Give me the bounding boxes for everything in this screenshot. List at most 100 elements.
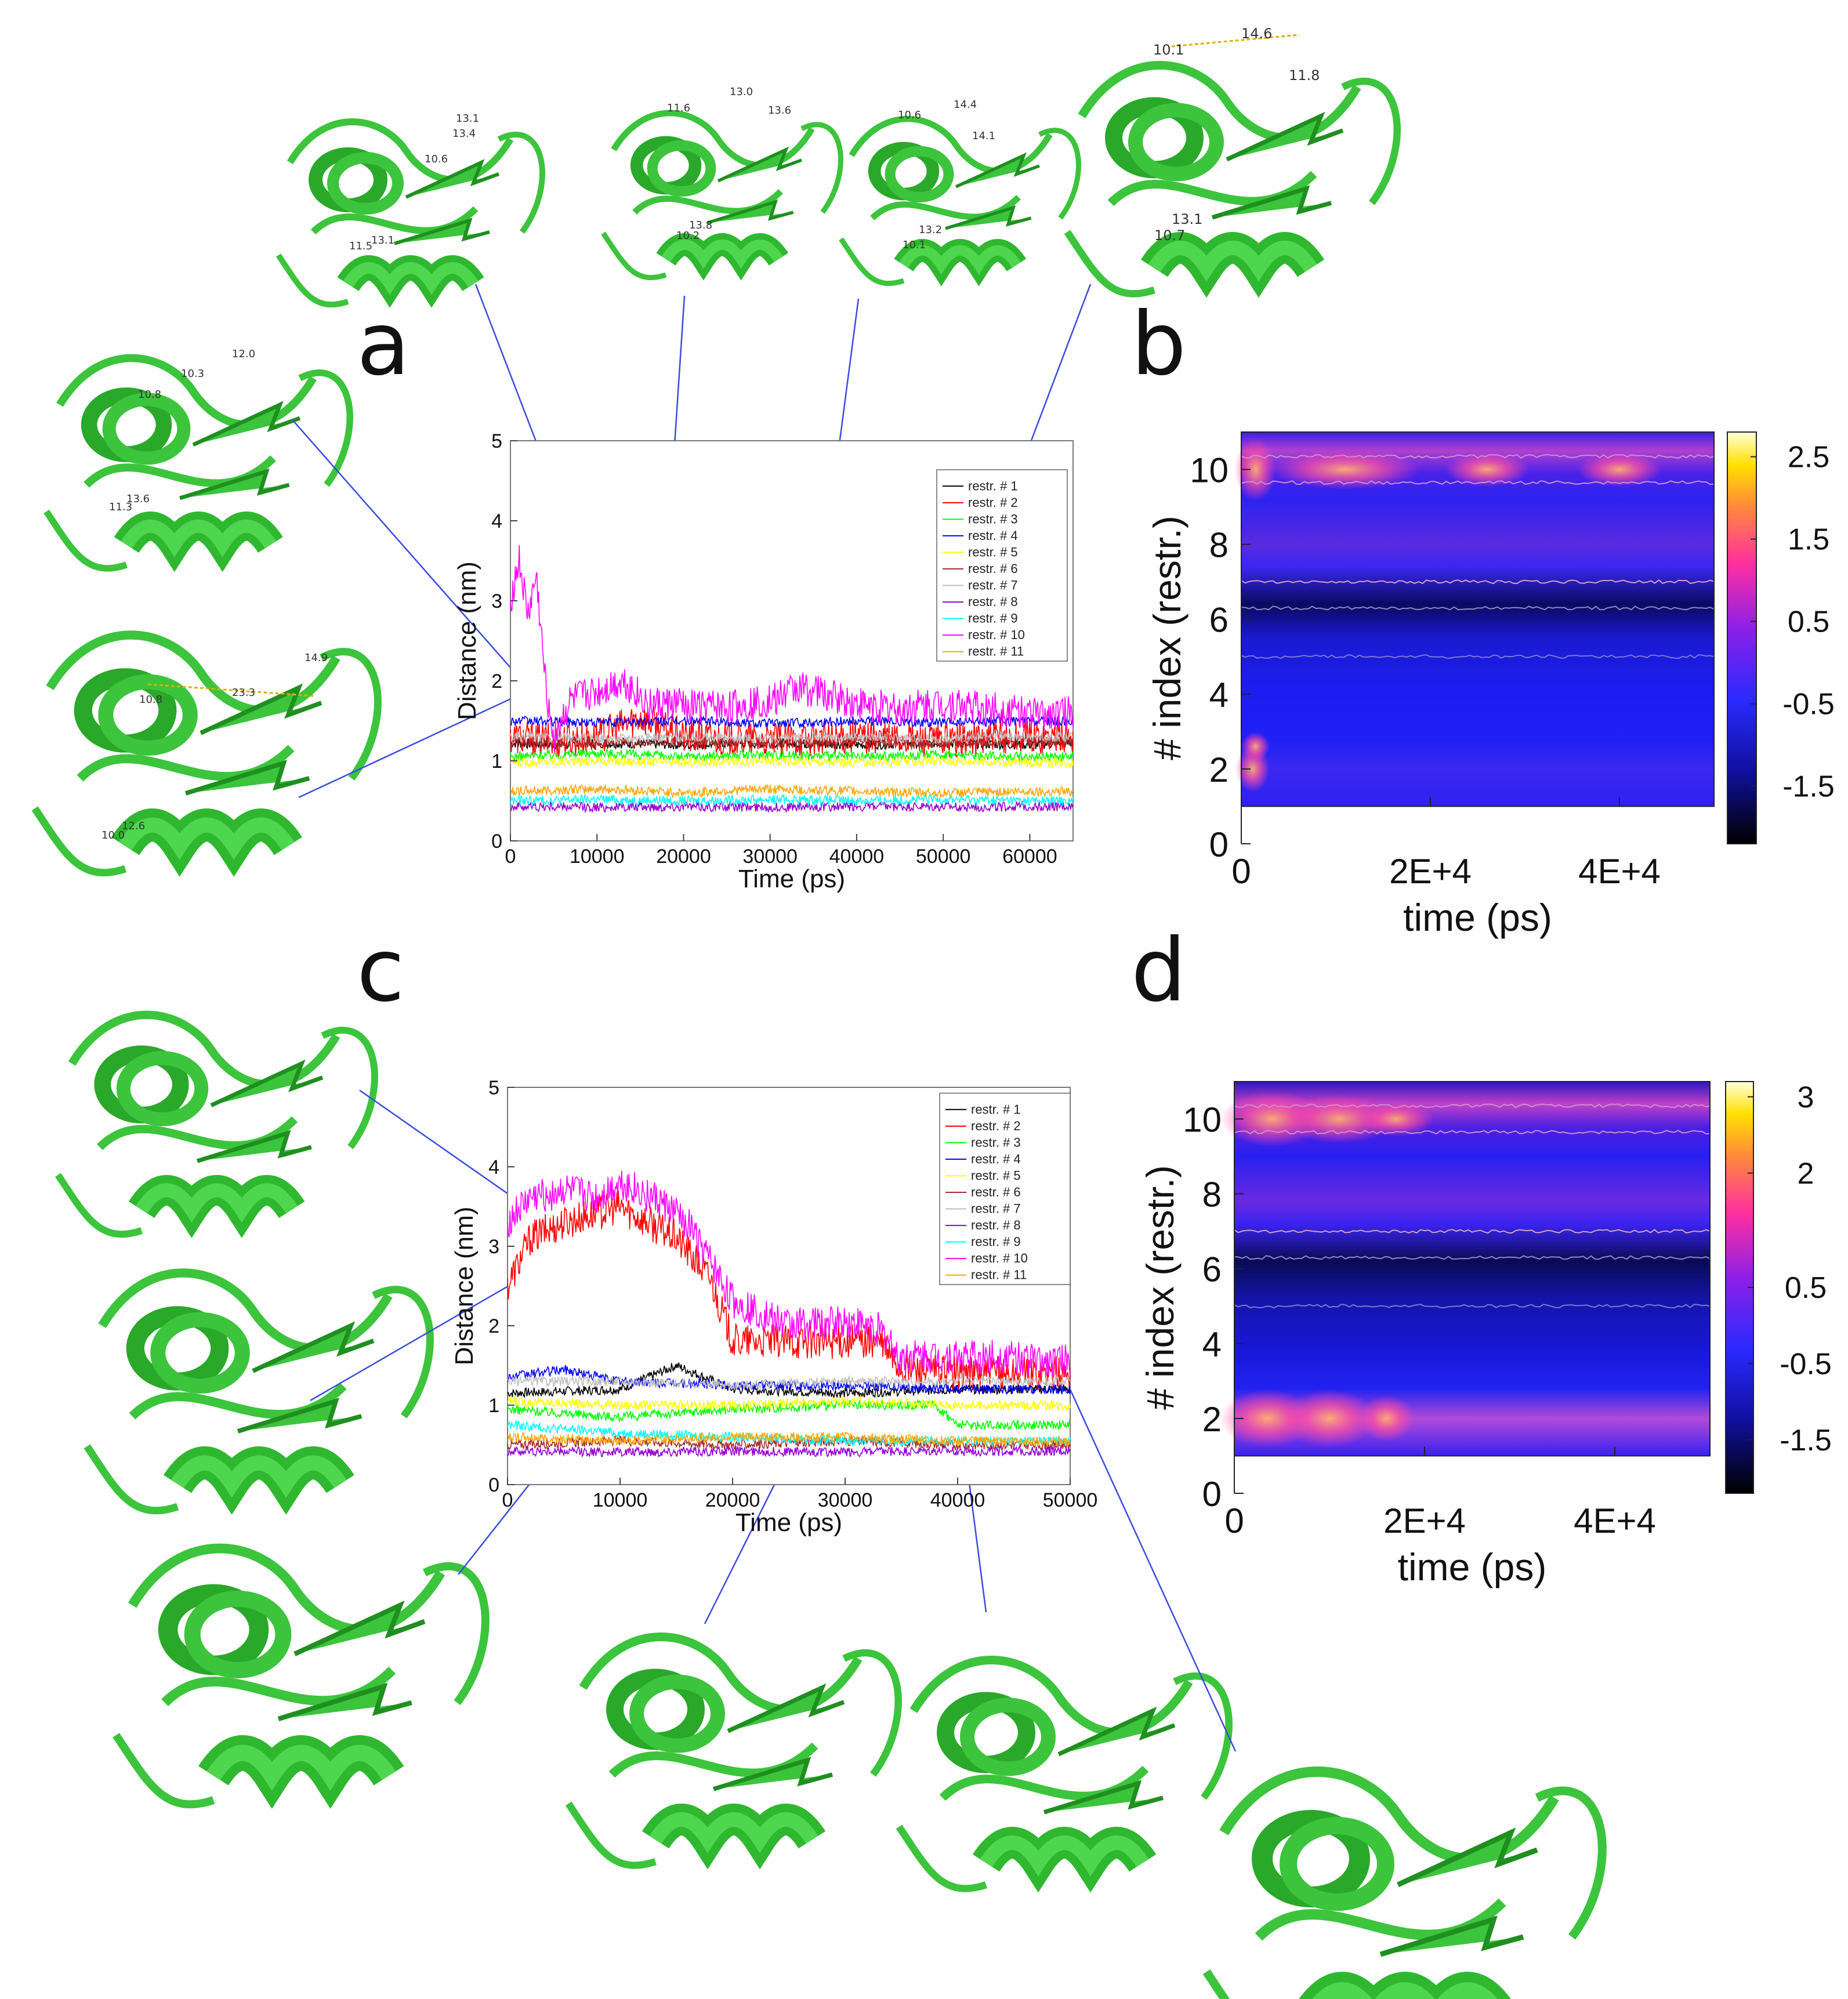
protein-structure-a-top-1 [278, 122, 542, 304]
y-tick-label: 1 [488, 1395, 499, 1417]
panel-label-b: b [1131, 294, 1186, 395]
colorbar-tick-label: 2 [1798, 1157, 1814, 1191]
distance-label: 14.1 [972, 130, 995, 142]
distance-label: 13.1 [371, 234, 394, 246]
protein-cartoon-icon [35, 635, 378, 873]
contour-line [1241, 605, 1715, 611]
heatmap-hotspot [1577, 452, 1662, 487]
distance-label: 11.5 [349, 240, 372, 252]
distance-label: 14.4 [954, 99, 977, 111]
series-line [510, 800, 1074, 813]
distance-label: 13.0 [730, 86, 753, 98]
y-tick-label: 2 [1202, 1400, 1222, 1439]
y-tick-label: 2 [491, 670, 502, 692]
series-line [507, 1362, 1071, 1399]
protein-cartoon-icon [841, 119, 1078, 284]
panel-label-d: d [1131, 920, 1186, 1021]
y-tick-label: 3 [488, 1236, 499, 1258]
legend-label: restr. # 8 [968, 594, 1018, 609]
heatmap-b: 0 2 4 6 8 10 0 2E+4 4E+4 time (ps) # index (restr.… [1146, 431, 1835, 939]
heatmap-hotspot [1234, 437, 1277, 502]
heatmap-hotspot [1444, 452, 1530, 487]
line-chart-a: 0 10000 20000 30000 40000 50000 60000 0 1 2 3 4 5 Tim… [453, 430, 1074, 893]
line-chart-c: 0 10000 20000 30000 40000 50000 0 1 2 3 4 5 Time (ps… [450, 1077, 1097, 1537]
protein-structure-c-bottom-2 [899, 1660, 1229, 1889]
legend-label: restr. # 3 [968, 511, 1018, 526]
protein-cartoon-icon [1067, 66, 1397, 294]
y-tick-label: 0 [1202, 1475, 1222, 1514]
y-tick-label: 5 [491, 430, 502, 452]
heatmap-hotspot [1358, 1395, 1415, 1442]
x-tick-label: 50000 [1043, 1489, 1098, 1511]
series-line [507, 1431, 1071, 1447]
series-line [507, 1374, 1071, 1391]
legend-label: restr. # 4 [971, 1152, 1021, 1166]
protein-structure-c-bottom-3 [1206, 1772, 1602, 1999]
protein-cartoon-icon [899, 1660, 1229, 1889]
panel-label-a: a [357, 294, 410, 395]
heatmap-hotspot [1269, 449, 1421, 489]
panel-label-c: c [357, 920, 404, 1021]
distance-label: 13.6 [126, 493, 150, 505]
protein-structure-a-top-2 [603, 113, 840, 278]
x-tick-label: 0 [1231, 852, 1251, 891]
protein-cartoon-icon [1206, 1772, 1602, 1999]
colorbar-tick-label: 0.5 [1788, 605, 1829, 639]
contour-line [1234, 1129, 1711, 1135]
contour-line [1234, 1103, 1711, 1109]
distance-label: 10.8 [138, 389, 161, 401]
protein-cartoon-icon [568, 1637, 898, 1866]
y-axis-title: Distance (nm) [453, 561, 481, 720]
colorbar-tick-label: -0.5 [1782, 688, 1835, 721]
x-tick-label: 0 [505, 846, 516, 868]
distance-label: 14.9 [305, 652, 328, 664]
x-tick-label: 60000 [1002, 846, 1057, 868]
series-line [510, 748, 1074, 763]
y-tick-label: 6 [1209, 601, 1229, 640]
y-tick-label: 0 [488, 1474, 499, 1496]
legend-label: restr. # 11 [968, 644, 1024, 659]
x-tick-label: 2E+4 [1383, 1501, 1466, 1540]
legend-label: restr. # 2 [971, 1119, 1021, 1133]
contour-line [1241, 480, 1715, 485]
y-tick-label: 8 [1202, 1176, 1222, 1214]
y-tick-label: 10 [1183, 1101, 1222, 1140]
x-tick-label: 20000 [656, 846, 711, 868]
x-tick-label: 4E+4 [1574, 1501, 1656, 1540]
series-line [507, 1420, 1071, 1447]
series-line [510, 714, 1074, 730]
protein-structure-c-left-3 [116, 1548, 485, 1804]
distance-annotations: 12.0 10.3 10.8 13.6 11.3 10.8 23.3 14.9 … [102, 26, 1320, 841]
legend-label: restr. # 10 [968, 627, 1025, 642]
x-axis-title: Time (ps) [735, 1508, 842, 1537]
x-tick-label: 30000 [742, 846, 798, 868]
y-tick-label: 0 [491, 830, 502, 852]
contour-line [1241, 579, 1715, 585]
series-line [507, 1395, 1071, 1412]
distance-label: 13.6 [768, 104, 791, 117]
contour-line [1241, 454, 1715, 459]
series-line [510, 545, 1074, 753]
series-line [507, 1399, 1071, 1431]
heatmap-hotspot [1241, 732, 1270, 761]
distance-label: 13.1 [456, 113, 479, 125]
distance-label: 11.3 [109, 501, 132, 513]
legend-box [936, 469, 1068, 662]
legend-box [939, 1093, 1071, 1285]
y-tick-label: 4 [488, 1156, 499, 1178]
distance-label: 23.3 [232, 687, 255, 699]
colorbar-tick-label: 2.5 [1788, 441, 1829, 474]
heatmap-hotspot [1282, 1389, 1377, 1447]
y-axis-title: # index (restr.) [1146, 516, 1188, 760]
protein-cartoon-icon [46, 358, 350, 568]
legend-label: restr. # 4 [968, 528, 1018, 543]
legend-label: restr. # 5 [971, 1168, 1021, 1182]
series-line [507, 1445, 1071, 1458]
protein-structure-c-left-1 [58, 1015, 375, 1234]
distance-label: 12.6 [122, 820, 145, 832]
legend-label: restr. # 8 [971, 1218, 1021, 1232]
distance-label: 10.0 [102, 829, 125, 841]
protein-cartoon-icon [58, 1015, 375, 1234]
distance-label: 13.1 [1172, 211, 1202, 227]
protein-cartoon-icon [87, 1273, 430, 1511]
